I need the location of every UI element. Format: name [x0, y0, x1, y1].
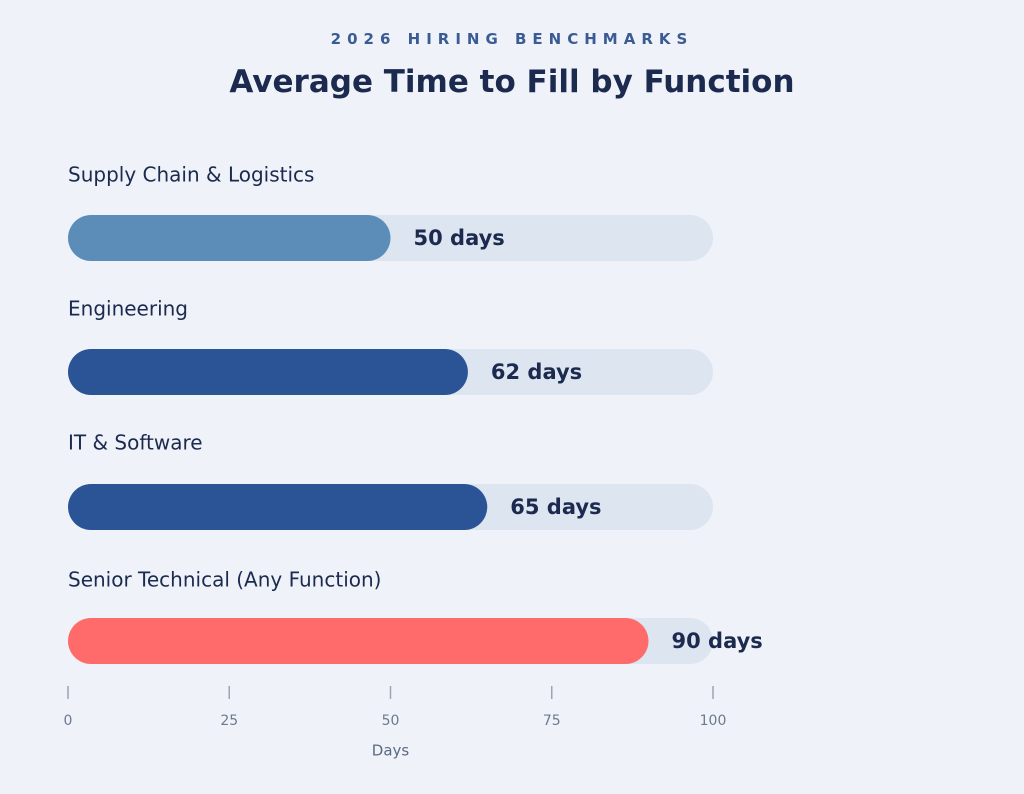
bar: [68, 618, 649, 664]
x-tick-label: 100: [700, 713, 727, 729]
bar: [68, 349, 468, 395]
bar: [68, 215, 391, 261]
category-label: Engineering: [68, 297, 188, 321]
x-axis-label: Days: [372, 742, 410, 760]
chart-title: Average Time to Fill by Function: [229, 64, 795, 100]
x-tick-label: 0: [64, 713, 73, 729]
chart-eyebrow: 2026 HIRING BENCHMARKS: [330, 30, 694, 48]
x-tick-label: 75: [543, 713, 561, 729]
value-label: 90 days: [672, 629, 763, 653]
category-label: Senior Technical (Any Function): [68, 568, 381, 592]
bar: [68, 484, 488, 530]
category-label: IT & Software: [68, 431, 203, 455]
category-label: Supply Chain & Logistics: [68, 163, 314, 187]
value-label: 65 days: [510, 495, 601, 519]
x-tick-label: 25: [220, 713, 238, 729]
value-label: 62 days: [491, 360, 582, 384]
value-label: 50 days: [414, 226, 505, 250]
x-tick-label: 50: [382, 713, 400, 729]
